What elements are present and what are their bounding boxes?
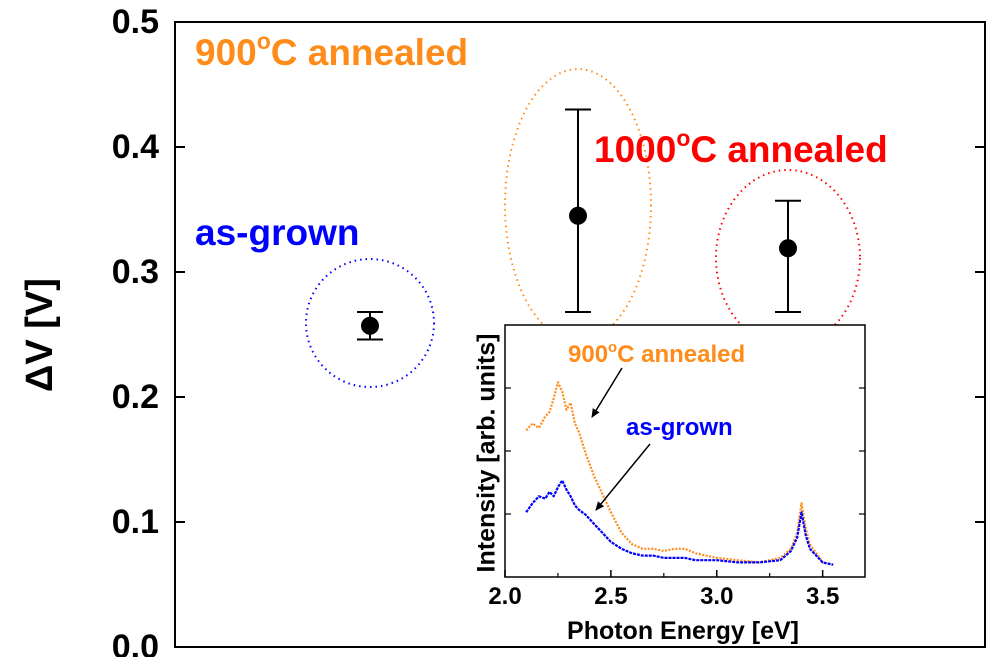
main-y-axis-title: ΔV [V] [19, 278, 61, 392]
1000c-annealed-label: 1000oC annealed [594, 125, 888, 170]
900c-label-main: 900 [195, 32, 257, 73]
inset-x-tick-label: 2.5 [594, 583, 627, 610]
data-point-as-grown [361, 316, 379, 335]
1000c-label-sup: o [676, 125, 690, 151]
inset-900c-arrow [591, 367, 623, 418]
main-y-tick-label: 0.0 [112, 628, 159, 657]
main-y-ticks: 0.0 0.1 0.2 0.3 0.4 0.5 [112, 3, 985, 657]
main-axes [174, 21, 986, 648]
900c-label-sup: o [257, 28, 271, 54]
inset-900c-label: 900oC annealed [568, 340, 745, 368]
inset-900c-label-main: 900 [568, 341, 608, 368]
inset-900c-label-sup: o [608, 340, 617, 356]
inset-900c-label-rest: C annealed [617, 341, 745, 368]
1000c-annealed-circle [715, 169, 861, 347]
main-y-tick-label: 0.4 [112, 128, 159, 166]
inset-series [525, 381, 834, 566]
inset-y-axis-title: Intensity [arb. units] [473, 334, 501, 573]
inset-spectrum: 2.0 2.5 3.0 3.5 Photon Energy [eV] Intensit… [473, 324, 866, 645]
inset-series-line-900c [525, 381, 834, 566]
inset-as-grown-label: as-grown [626, 414, 733, 441]
inset-x-tick-label: 3.5 [806, 583, 839, 610]
main-plot-frame [174, 21, 986, 648]
inset-as-grown-arrow [595, 443, 651, 511]
data-point-900C [569, 206, 587, 225]
main-data-points [357, 108, 801, 341]
900c-annealed-label: 900oC annealed [195, 28, 468, 73]
main-y-tick-label: 0.3 [112, 253, 159, 291]
main-y-tick-label: 0.1 [112, 503, 159, 541]
1000c-label-main: 1000 [594, 129, 676, 170]
main-y-tick-label: 0.5 [112, 3, 159, 41]
1000c-label-rest: C annealed [690, 129, 887, 170]
inset-x-tick-label: 2.0 [488, 583, 521, 610]
inset-ticks: 2.0 2.5 3.0 3.5 [488, 387, 865, 610]
data-point-1000C [779, 239, 797, 258]
as-grown-circle [305, 258, 435, 388]
inset-x-tick-label: 3.0 [700, 583, 733, 610]
inset-x-axis-title: Photon Energy [eV] [567, 617, 799, 645]
900c-label-rest: C annealed [271, 32, 468, 73]
as-grown-label: as-grown [195, 212, 359, 253]
main-y-tick-label: 0.2 [112, 378, 159, 416]
group-circles [305, 68, 861, 388]
900c-annealed-circle [504, 68, 652, 342]
inset-series-line-as-grown [525, 479, 834, 566]
